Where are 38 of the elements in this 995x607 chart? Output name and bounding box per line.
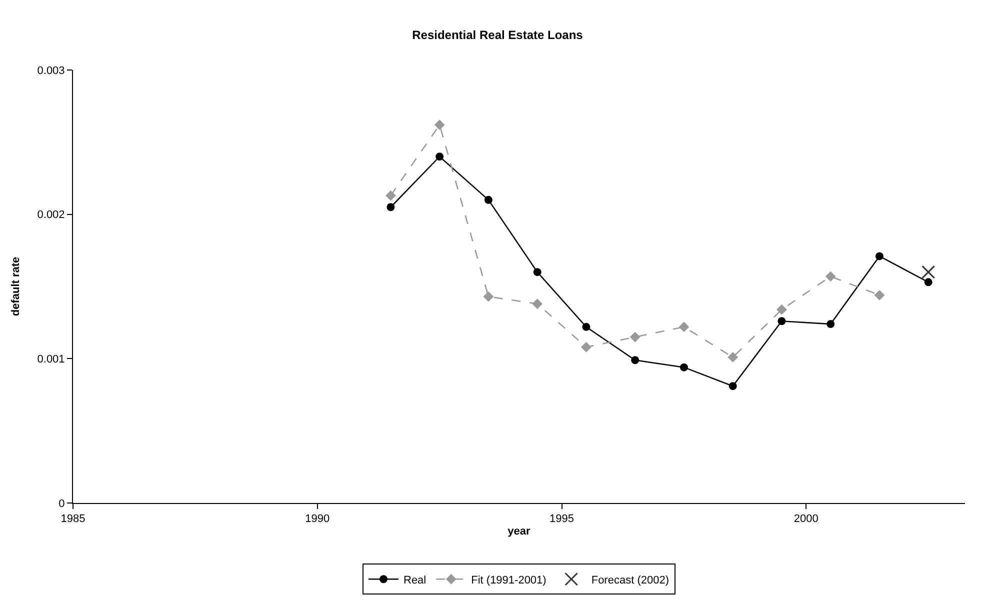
point — [581, 342, 592, 352]
point — [778, 317, 786, 326]
legend-label: Forecast (2002) — [591, 574, 669, 586]
point — [875, 252, 884, 260]
legend-label: Real — [404, 574, 426, 586]
x-tick-label: 1990 — [305, 513, 330, 526]
y-axis-title: default rate — [10, 256, 22, 316]
point — [922, 265, 936, 279]
x-tick-label: 1985 — [60, 513, 86, 526]
point — [532, 298, 543, 310]
point — [630, 332, 640, 342]
x-axis-title: year — [508, 525, 532, 538]
point — [680, 363, 688, 372]
y-tick-label: 0.003 — [37, 64, 65, 77]
point — [874, 290, 885, 300]
point — [386, 203, 395, 212]
point — [483, 291, 494, 302]
point — [631, 356, 640, 364]
point — [678, 322, 690, 332]
point — [728, 352, 738, 362]
point — [434, 120, 445, 130]
point — [386, 190, 396, 201]
y-tick-label: 0 — [58, 498, 65, 510]
x-tick-label: 1995 — [550, 513, 574, 526]
point — [924, 278, 932, 286]
point — [776, 304, 787, 315]
point — [533, 268, 542, 276]
point — [484, 196, 492, 204]
point — [825, 271, 836, 282]
point — [826, 320, 835, 328]
y-tick-label: 0.001 — [37, 354, 65, 366]
chart-title: Residential Real Estate Loans — [412, 28, 584, 42]
legend-label: Fit (1991-2001) — [471, 574, 546, 586]
point — [728, 382, 737, 390]
x-tick-label: 2000 — [794, 513, 818, 526]
point — [582, 322, 590, 331]
y-tick-label: 0.002 — [37, 209, 65, 222]
point — [436, 152, 444, 161]
